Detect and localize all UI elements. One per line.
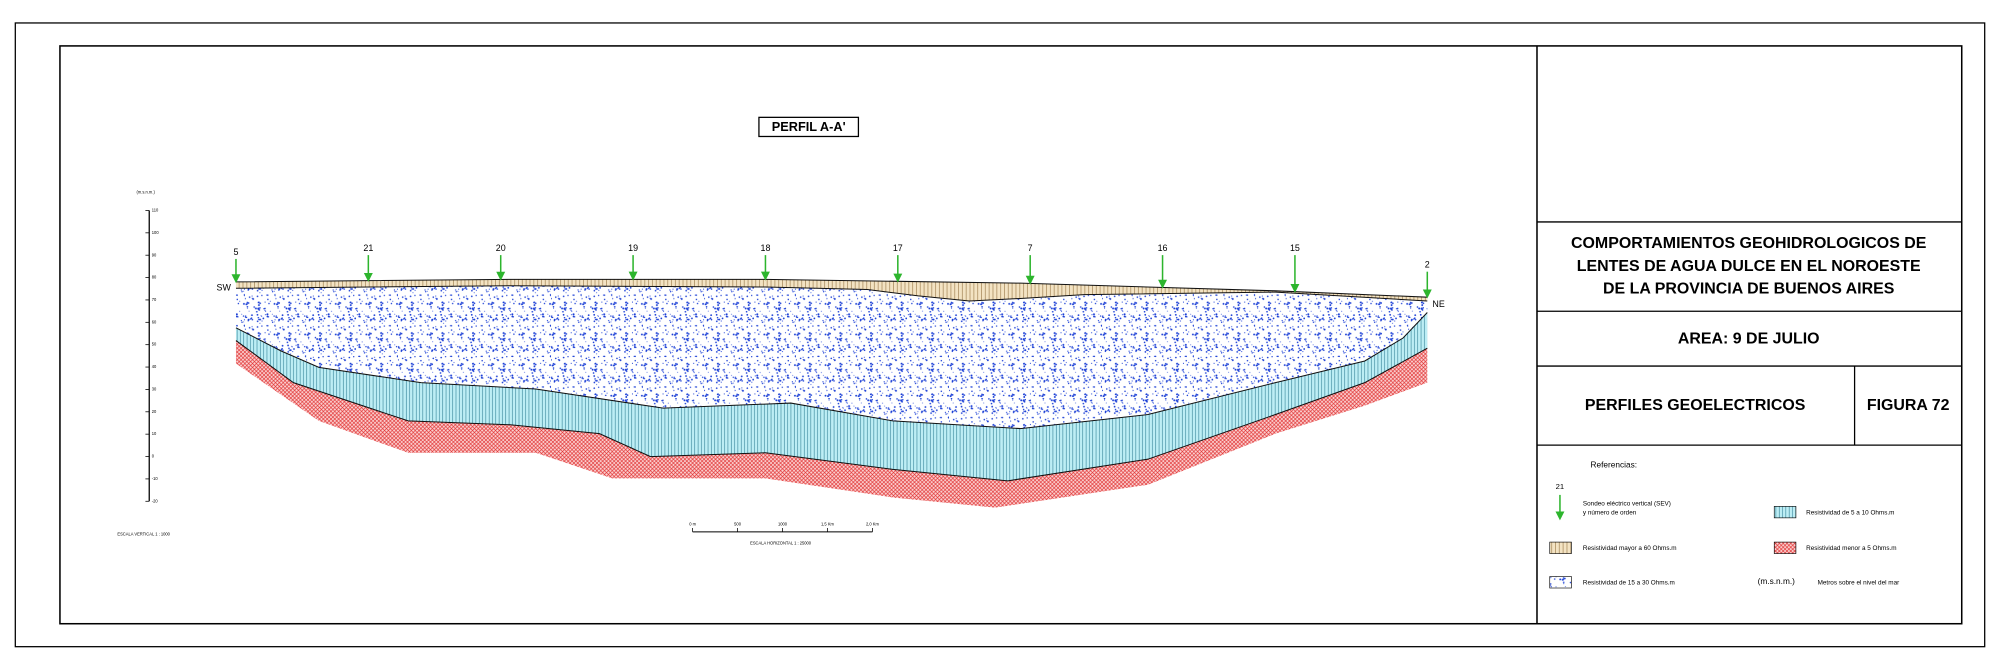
tick-label: 80 [152,275,157,280]
profile: SW NE 5 21 20 19 18 17 7 16 15 2 [217,243,1445,508]
horizontal-caption: ESCALA HORIZONTAL 1 : 25000 [750,540,812,545]
scale-label: 1,5 Km [821,521,835,526]
legend-msnm: (m.s.n.m.) [1758,576,1796,586]
sev-label: 20 [496,243,506,253]
profile-title: PERFIL A-A' [772,119,846,134]
sev-arrow-head [1025,275,1035,285]
block-title: LENTES DE AGUA DULCE EN EL NOROESTE [1577,258,1921,275]
tick-label: 50 [152,342,157,347]
sev-label: 21 [363,243,373,253]
tick-label: 40 [152,364,157,369]
block-title: COMPORTAMIENTOS GEOHIDROLOGICOS DE [1571,235,1926,252]
sev-label: 16 [1158,243,1168,253]
sev-label: 18 [760,243,770,253]
tick-label: 10 [152,431,157,436]
layer-boundary [235,278,1428,298]
legend-text: y número de orden [1583,509,1637,516]
sev-label: 7 [1028,243,1033,253]
sev-arrow-head [1290,283,1300,293]
layer-low [235,340,1428,508]
tick-label: 30 [152,387,157,392]
tick-label: 100 [152,230,160,235]
sev-arrow-head [363,273,373,282]
sev-arrow-head [760,271,770,281]
legend-text: Resistividad de 5 a 10 Ohms.m [1806,509,1894,516]
layer-boundary [235,340,1428,482]
horizontal-scale: ESCALA HORIZONTAL 1 : 25000 0 m 500 1000 1,… [689,521,879,545]
profile-title-box [758,116,860,138]
scale-label: 1000 [778,521,788,526]
tick-label: 20 [152,409,157,414]
tick-label: 0 [152,454,155,459]
profile-end-label: NE [1432,299,1444,309]
legend-text: Resistividad menor a 5 Ohms.m [1806,545,1896,552]
tick-label: 70 [152,297,157,302]
scale-label: 0 m [689,521,696,526]
block-figure: FIGURA 72 [1867,397,1950,414]
sev-arrow-head [893,273,903,283]
layer-low-mid [235,312,1428,481]
legend-text: Resistividad de 15 a 30 Ohms.m [1583,580,1675,587]
legend-text: Sondeo eléctrico vertical (SEV) [1583,501,1671,508]
sev-label: 17 [893,243,903,253]
block-title: DE LA PROVINCIA DE BUENOS AIRES [1603,281,1894,298]
legend: Referencias: 21 Sondeo eléctrico vertica… [1549,460,1901,589]
sev-arrow-head [231,274,241,284]
tick-label: 90 [152,252,157,257]
sev-label: 2 [1425,260,1430,270]
layer-high [235,279,1428,302]
layer-boundary [235,285,1428,302]
legend-heading: Referencias: [1591,460,1638,470]
sev-arrow-head [496,271,506,281]
sev-label: 15 [1290,243,1300,253]
sev-arrow-head [1422,289,1432,299]
sev-arrow-head [1158,279,1168,289]
inner-frame [59,45,1963,625]
vertical-scale: (m.s.n.m.) ESCALA VERTICAL 1 : 1000 110 1… [117,190,170,537]
block-area: AREA: 9 DE JULIO [1678,330,1820,347]
layer-mid [235,285,1428,429]
layer-boundary [235,312,1428,430]
tick-label: -10 [152,476,159,481]
scale-label: 500 [734,521,742,526]
sev-label: 19 [628,243,638,253]
sev-arrow-head [628,271,638,281]
tick-label: 60 [152,319,157,324]
legend-text: Resistividad mayor a 60 Ohms.m [1583,545,1677,552]
scale-label: 2,0 Km [866,521,880,526]
outer-border [14,22,1986,648]
tick-label: 110 [152,208,159,213]
tick-label: -20 [152,498,159,503]
profile-end-label: SW [217,283,232,293]
legend-text: Metros sobre el nivel del mar [1818,580,1901,587]
vertical-caption: ESCALA VERTICAL 1 : 1000 [117,532,170,537]
vertical-unit: (m.s.n.m.) [136,190,155,195]
sev-label: 5 [233,247,238,257]
legend-sev-number: 21 [1556,482,1565,491]
block-subject: PERFILES GEOELECTRICOS [1585,397,1806,414]
